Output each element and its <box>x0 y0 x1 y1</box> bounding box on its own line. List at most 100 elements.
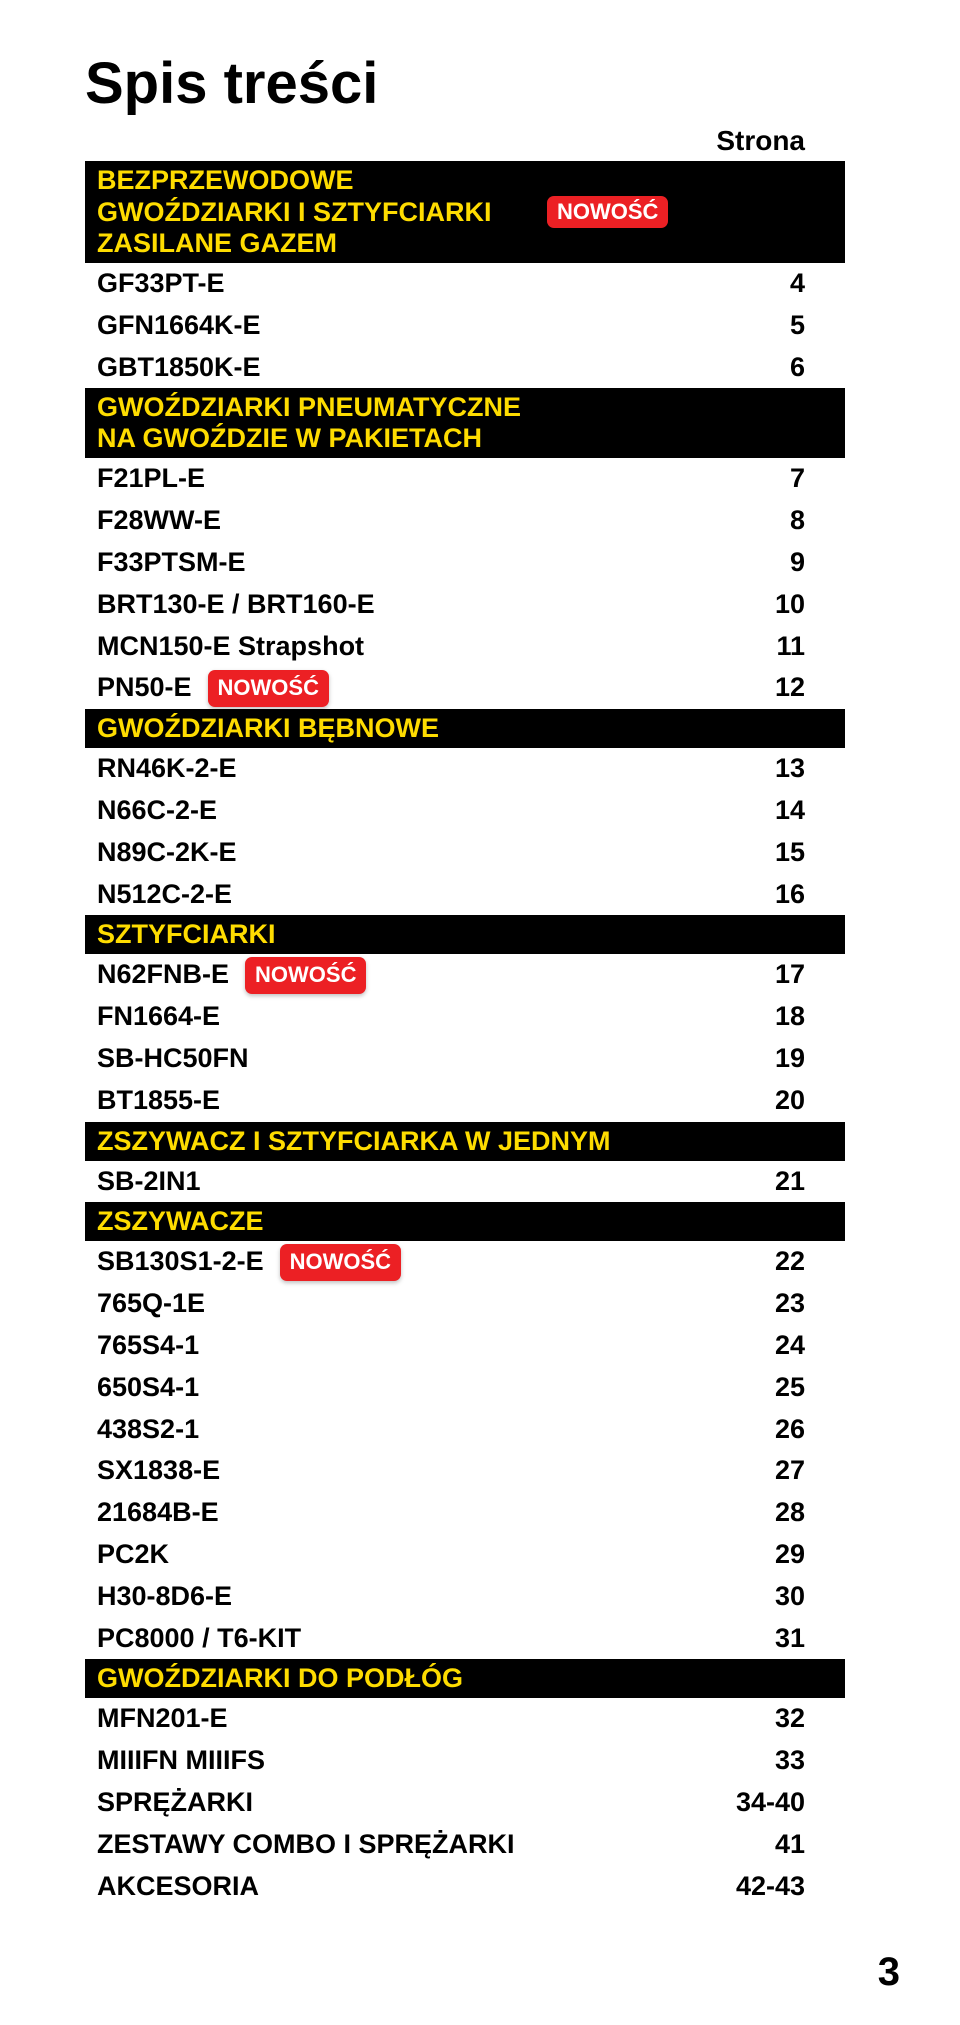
toc-row-label-text: SB-HC50FN <box>97 1040 249 1078</box>
section-header-line: ZSZYWACZE <box>97 1206 833 1237</box>
toc-row-label: N512C-2-E <box>97 876 232 914</box>
toc-row: MCN150-E Strapshot11 <box>85 626 845 668</box>
toc-row-label: BRT130-E / BRT160-E <box>97 586 375 624</box>
toc-row-label: N89C-2K-E <box>97 834 237 872</box>
toc-row-page: 20 <box>775 1082 805 1120</box>
page-number: 3 <box>878 1950 900 1995</box>
column-header: Strona <box>85 125 845 157</box>
toc-row: 650S4-1 25 <box>85 1367 845 1409</box>
toc-row: ZESTAWY COMBO I SPRĘŻARKI 41 <box>85 1824 845 1866</box>
toc-row: PN50-E NOWOŚĆ 12 <box>85 667 845 709</box>
toc-row-page: 41 <box>775 1826 805 1864</box>
new-badge: NOWOŚĆ <box>245 957 366 994</box>
toc-row-label-text: F33PTSM-E <box>97 544 246 582</box>
toc-row-label: GF33PT-E <box>97 265 225 303</box>
toc-row: RN46K-2-E13 <box>85 748 845 790</box>
toc-row-label-text: 438S2-1 <box>97 1411 199 1449</box>
toc-row-label: MCN150-E Strapshot <box>97 628 364 666</box>
toc-row-label-text: SB130S1-2-E <box>97 1243 264 1281</box>
toc-row: SB-2IN1 21 <box>85 1161 845 1203</box>
toc-row: SPRĘŻARKI 34-40 <box>85 1782 845 1824</box>
toc-row-label: MFN201-E <box>97 1700 228 1738</box>
page-title: Spis treści <box>85 50 900 117</box>
toc-row-page: 34-40 <box>736 1784 805 1822</box>
toc-row-label: SB130S1-2-ENOWOŚĆ <box>97 1243 401 1281</box>
toc-row: BT1855-E20 <box>85 1080 845 1122</box>
toc-row-page: 16 <box>775 876 805 914</box>
toc-row-label-text: 765S4-1 <box>97 1327 199 1365</box>
toc-row-label: GBT1850K-E <box>97 349 261 387</box>
toc-row-label-text: MCN150-E Strapshot <box>97 628 364 666</box>
section-header-line: BEZPRZEWODOWE <box>97 165 833 196</box>
toc-row-label: PC2K <box>97 1536 169 1574</box>
toc-row: 21684B-E28 <box>85 1492 845 1534</box>
toc-row-label: PC8000 / T6-KIT <box>97 1620 301 1658</box>
toc-row-label: 21684B-E <box>97 1494 219 1532</box>
toc-row-page: 18 <box>775 998 805 1036</box>
toc-row-label: ZESTAWY COMBO I SPRĘŻARKI <box>97 1826 515 1864</box>
toc-row: H30-8D6-E 30 <box>85 1576 845 1618</box>
toc-row-page: 19 <box>775 1040 805 1078</box>
toc-row-page: 12 <box>775 669 805 707</box>
section-header-line: GWOŹDZIARKI I SZTYFCIARKI NOWOŚĆ <box>97 196 833 228</box>
toc-row-label-text: SPRĘŻARKI <box>97 1784 253 1822</box>
toc-row-label-text: 650S4-1 <box>97 1369 199 1407</box>
toc-row: MIIIFN MIIIFS33 <box>85 1740 845 1782</box>
section-header: ZSZYWACZ I SZTYFCIARKA W JEDNYM <box>85 1122 845 1161</box>
section-header: SZTYFCIARKI <box>85 915 845 954</box>
toc-row: GF33PT-E 4 <box>85 263 845 305</box>
toc-row-page: 29 <box>775 1536 805 1574</box>
toc-row-label-text: 21684B-E <box>97 1494 219 1532</box>
toc-row-label: N62FNB-E NOWOŚĆ <box>97 956 366 994</box>
toc-container: BEZPRZEWODOWEGWOŹDZIARKI I SZTYFCIARKI N… <box>85 161 900 1907</box>
toc-row-page: 27 <box>775 1452 805 1490</box>
toc-row-page: 7 <box>790 460 805 498</box>
toc-row: PC8000 / T6-KIT 31 <box>85 1618 845 1660</box>
toc-row: 765Q-1E23 <box>85 1283 845 1325</box>
section-header-line: GWOŹDZIARKI BĘBNOWE <box>97 713 833 744</box>
toc-row-label: 765S4-1 <box>97 1327 199 1365</box>
toc-row: 438S2-126 <box>85 1409 845 1451</box>
toc-row-label-text: GF33PT-E <box>97 265 225 303</box>
toc-row-label: F28WW-E <box>97 502 221 540</box>
toc-row-label-text: GFN1664K-E <box>97 307 261 345</box>
toc-row-label-text: N62FNB-E <box>97 956 229 994</box>
toc-row-page: 22 <box>775 1243 805 1281</box>
toc-row-label: SB-2IN1 <box>97 1163 201 1201</box>
section-header: GWOŹDZIARKI PNEUMATYCZNENA GWOŹDZIE W PA… <box>85 388 845 458</box>
toc-row-page: 9 <box>790 544 805 582</box>
toc-row-label-text: SB-2IN1 <box>97 1163 201 1201</box>
toc-row-label: N66C-2-E <box>97 792 217 830</box>
new-badge: NOWOŚĆ <box>208 670 329 707</box>
toc-row-label: H30-8D6-E <box>97 1578 232 1616</box>
toc-row: GBT1850K-E 6 <box>85 347 845 389</box>
toc-row-page: 30 <box>775 1578 805 1616</box>
toc-row-page: 25 <box>775 1369 805 1407</box>
toc-row: GFN1664K-E5 <box>85 305 845 347</box>
toc-row-label-text: RN46K-2-E <box>97 750 237 788</box>
toc-row-page: 6 <box>790 349 805 387</box>
section-header-line: ZASILANE GAZEM <box>97 228 833 259</box>
toc-row-page: 14 <box>775 792 805 830</box>
toc-row: FN1664-E18 <box>85 996 845 1038</box>
toc-row-label-text: BRT130-E / BRT160-E <box>97 586 375 624</box>
toc-row-label: SX1838-E <box>97 1452 220 1490</box>
toc-row-page: 33 <box>775 1742 805 1780</box>
toc-row-label: SB-HC50FN <box>97 1040 249 1078</box>
toc-row: N512C-2-E 16 <box>85 874 845 916</box>
toc-row-label-text: F28WW-E <box>97 502 221 540</box>
section-header: GWOŹDZIARKI DO PODŁÓG <box>85 1659 845 1698</box>
section-header-line: NA GWOŹDZIE W PAKIETACH <box>97 423 833 454</box>
toc-row: PC2K 29 <box>85 1534 845 1576</box>
toc-row-label-text: F21PL-E <box>97 460 205 498</box>
toc-row: N66C-2-E 14 <box>85 790 845 832</box>
toc-row-page: 21 <box>775 1163 805 1201</box>
toc-row-page: 4 <box>790 265 805 303</box>
toc-row-label: 650S4-1 <box>97 1369 199 1407</box>
toc-row-label: 765Q-1E <box>97 1285 205 1323</box>
toc-row-page: 31 <box>775 1620 805 1658</box>
toc-row-label-text: MFN201-E <box>97 1700 228 1738</box>
toc-row-label: F21PL-E <box>97 460 205 498</box>
toc-row-label-text: PN50-E <box>97 669 192 707</box>
toc-row-label-text: ZESTAWY COMBO I SPRĘŻARKI <box>97 1826 515 1864</box>
